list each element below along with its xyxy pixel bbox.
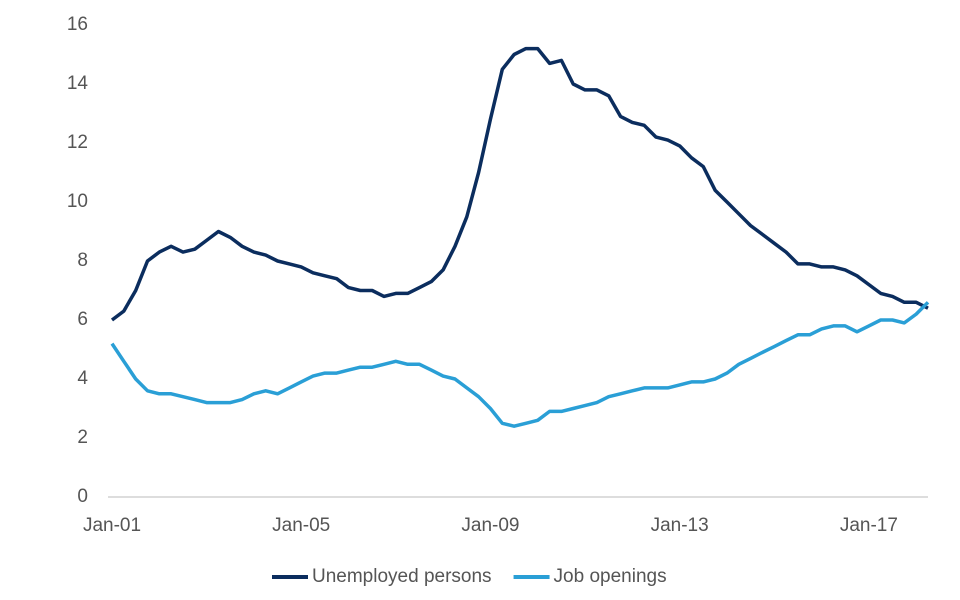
x-tick-label: Jan-01 <box>83 515 141 536</box>
x-tick-label: Jan-09 <box>461 515 519 536</box>
y-tick-label: 8 <box>77 250 88 271</box>
y-tick-label: 2 <box>77 427 88 448</box>
legend-label: Unemployed persons <box>312 566 492 587</box>
y-tick-label: 10 <box>67 191 88 212</box>
y-tick-label: 12 <box>67 132 88 153</box>
y-tick-label: 14 <box>67 73 89 94</box>
x-tick-label: Jan-17 <box>840 515 898 536</box>
y-tick-label: 4 <box>77 368 88 389</box>
x-tick-label: Jan-13 <box>651 515 709 536</box>
series-line <box>110 301 930 428</box>
series-line <box>110 46 929 322</box>
x-tick-label: Jan-05 <box>272 515 330 536</box>
y-tick-label: 16 <box>67 14 88 35</box>
legend-label: Job openings <box>554 566 667 587</box>
y-tick-label: 0 <box>77 486 88 507</box>
y-tick-label: 6 <box>77 309 88 330</box>
